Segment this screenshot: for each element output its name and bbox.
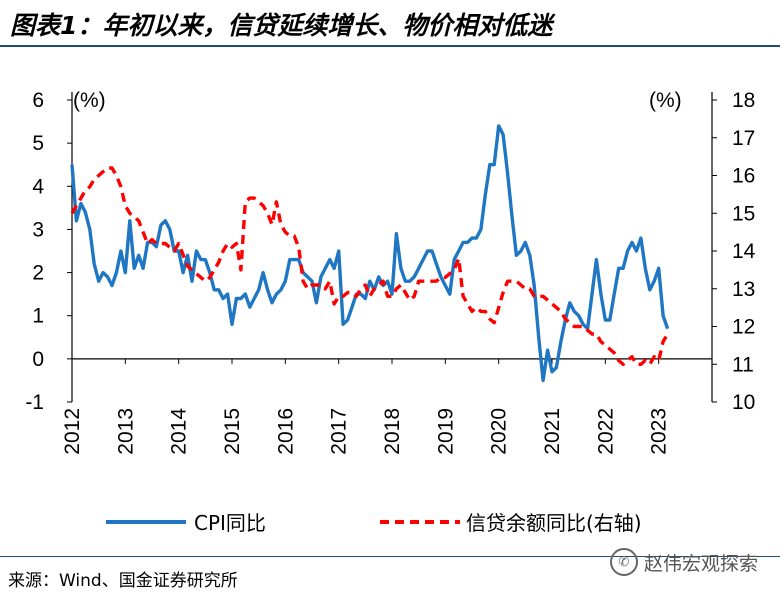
right-unit-label: (%) [649,89,682,112]
right-tick-label: 18 [732,89,755,112]
x-tick-label: 2012 [61,408,84,455]
x-tick-label: 2017 [328,408,351,455]
x-tick-label: 2019 [434,408,457,455]
watermark: ✆ 赵伟宏观探索 [609,548,758,576]
left-tick-label: 4 [32,175,44,198]
title-bar: 图表1：年初以来，信贷延续增长、物价相对低迷 [0,0,780,47]
title-divider [0,45,780,47]
right-tick-label: 15 [732,202,755,225]
x-tick-label: 2023 [648,408,671,455]
x-tick-label: 2015 [221,408,244,455]
footer-divider [0,556,780,557]
left-tick-label: 5 [32,132,44,155]
right-tick-label: 12 [732,316,755,339]
right-tick-label: 16 [732,165,755,188]
left-tick-label: 2 [32,262,44,285]
source-note: 来源：Wind、国金证券研究所 [8,571,238,591]
left-tick-label: -1 [25,391,44,414]
left-tick-label: 6 [32,89,44,112]
right-tick-label: 10 [732,391,755,414]
x-tick-label: 2022 [594,408,617,455]
x-tick-label: 2021 [541,408,564,455]
left-tick-label: 0 [32,348,44,371]
x-tick-label: 2018 [381,408,404,455]
legend-label-credit: 信贷余额同比(右轴) [466,511,642,535]
right-tick-label: 13 [732,278,755,301]
legend-label-cpi: CPI同比 [194,511,266,535]
x-tick-label: 2014 [168,408,191,455]
wechat-icon: ✆ [609,548,638,576]
left-tick-label: 1 [32,305,44,328]
watermark-label: 赵伟宏观探索 [643,552,758,575]
x-tick-label: 2016 [274,408,297,455]
right-tick-label: 11 [732,353,754,376]
right-tick-label: 14 [732,240,756,263]
page-title: 图表1：年初以来，信贷延续增长、物价相对低迷 [10,11,553,40]
series-line-credit [70,166,670,366]
x-tick-label: 2013 [114,408,137,455]
left-unit-label: (%) [73,89,106,112]
x-tick-label: 2020 [488,408,511,455]
right-tick-label: 17 [732,127,755,150]
left-tick-label: 3 [32,218,44,241]
series-line-cpi [70,124,670,383]
